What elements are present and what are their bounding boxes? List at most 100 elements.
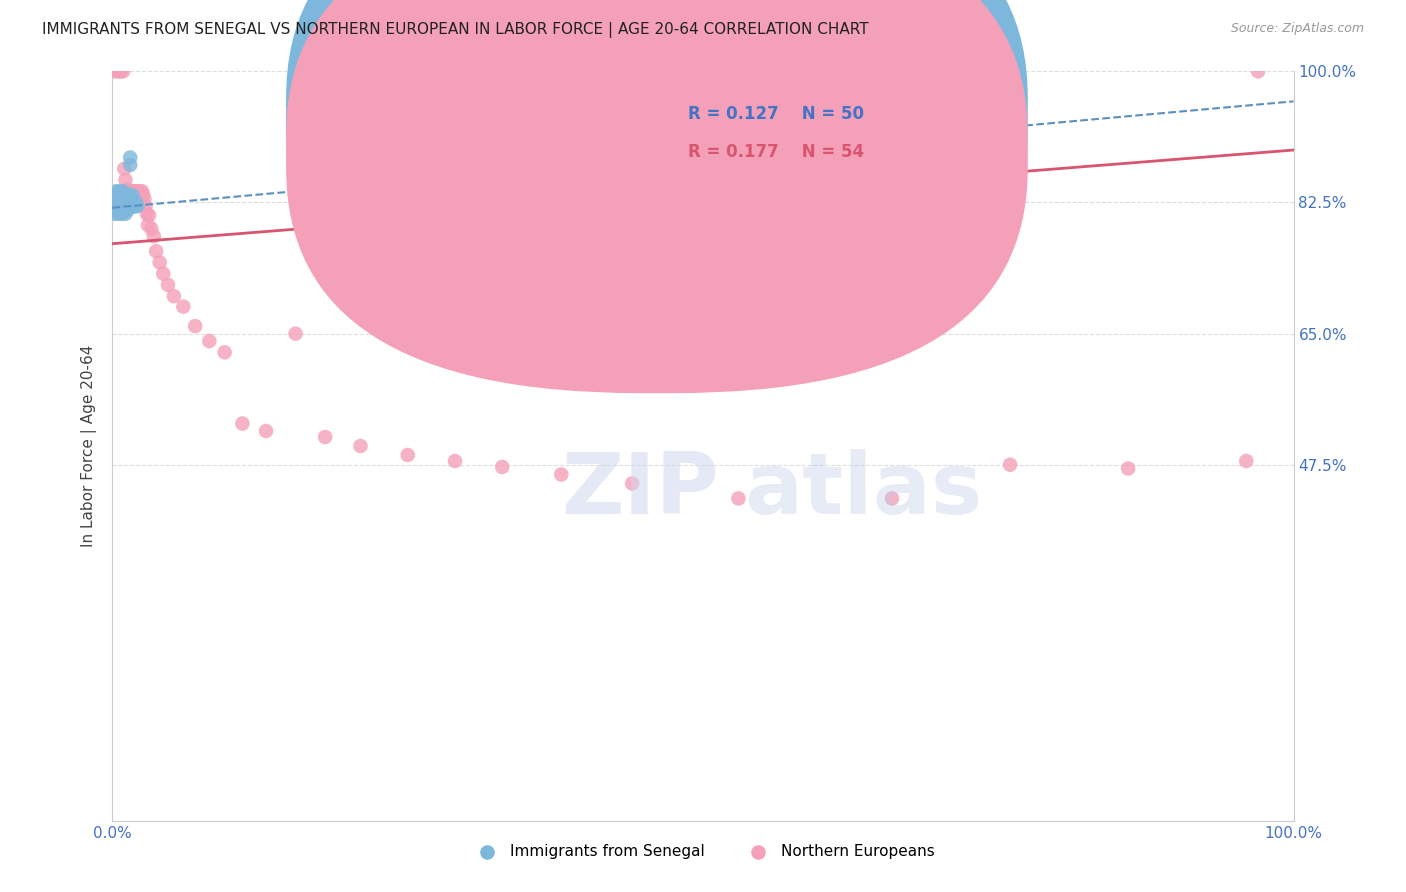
Point: [1234, 454, 1257, 468]
Point: [105, 188, 128, 202]
Point: [114, 188, 136, 202]
Point: [396, 448, 419, 462]
Point: [135, 199, 157, 213]
Point: [112, 195, 135, 210]
Point: [491, 460, 513, 475]
Point: [112, 199, 135, 213]
Point: [621, 476, 644, 491]
Point: [115, 199, 138, 213]
Text: ZIP: ZIP: [561, 450, 718, 533]
Point: [120, 158, 142, 172]
Point: [131, 184, 153, 198]
Point: [163, 289, 186, 303]
Point: [121, 199, 143, 213]
Point: [114, 173, 136, 187]
Point: [138, 208, 160, 222]
Point: [127, 199, 149, 213]
Point: [107, 188, 129, 202]
Point: [125, 184, 148, 198]
Point: [120, 199, 142, 213]
Y-axis label: In Labor Force | Age 20-64: In Labor Force | Age 20-64: [80, 345, 97, 547]
Point: [111, 207, 134, 221]
Point: [104, 192, 127, 206]
Point: [117, 188, 139, 202]
Point: [172, 300, 194, 314]
Point: [254, 424, 277, 438]
Point: [104, 64, 127, 78]
Point: [198, 334, 221, 348]
Text: atlas: atlas: [744, 450, 983, 533]
Point: [122, 199, 145, 213]
Point: [550, 467, 572, 482]
Point: [111, 195, 134, 210]
Point: [127, 188, 149, 202]
Text: R = 0.177    N = 54: R = 0.177 N = 54: [688, 143, 863, 161]
Point: [120, 192, 142, 206]
Point: [107, 195, 129, 210]
Point: [105, 195, 128, 210]
Point: [103, 199, 125, 213]
Point: [156, 277, 179, 292]
Point: [142, 229, 165, 244]
Point: [112, 188, 135, 202]
Point: [105, 192, 128, 206]
Point: [107, 64, 129, 78]
Point: [120, 192, 142, 206]
Text: R = 0.127    N = 50: R = 0.127 N = 50: [688, 105, 863, 123]
Text: Source: ZipAtlas.com: Source: ZipAtlas.com: [1230, 22, 1364, 36]
Text: IMMIGRANTS FROM SENEGAL VS NORTHERN EUROPEAN IN LABOR FORCE | AGE 20-64 CORRELAT: IMMIGRANTS FROM SENEGAL VS NORTHERN EURO…: [42, 22, 869, 38]
Point: [117, 184, 139, 198]
Point: [184, 319, 207, 334]
Point: [135, 207, 157, 221]
Point: [105, 199, 128, 213]
Point: [231, 417, 253, 431]
FancyBboxPatch shape: [285, 0, 1028, 393]
Point: [111, 188, 134, 202]
Point: [115, 192, 138, 206]
Point: [110, 188, 132, 202]
Point: [105, 184, 128, 198]
Point: [444, 454, 467, 468]
Point: [112, 184, 135, 198]
Point: [112, 199, 135, 213]
Point: [132, 188, 155, 202]
Point: [314, 430, 336, 444]
Point: [112, 202, 135, 217]
Point: [136, 218, 159, 232]
Point: [127, 184, 149, 198]
Point: [108, 199, 131, 213]
Point: [110, 199, 132, 213]
Point: [107, 207, 129, 221]
Legend: Immigrants from Senegal, Northern Europeans: Immigrants from Senegal, Northern Europe…: [465, 838, 941, 865]
Point: [105, 199, 128, 213]
Point: [124, 184, 146, 198]
FancyBboxPatch shape: [620, 87, 898, 180]
Point: [124, 199, 146, 213]
Point: [105, 202, 128, 217]
FancyBboxPatch shape: [285, 0, 1028, 356]
Point: [117, 202, 139, 217]
Point: [998, 458, 1021, 472]
Point: [117, 195, 139, 210]
Point: [129, 188, 152, 202]
Point: [149, 255, 172, 269]
Point: [122, 188, 145, 202]
Point: [120, 151, 142, 165]
Point: [284, 326, 307, 341]
Point: [120, 184, 142, 198]
Point: [114, 207, 136, 221]
Point: [134, 192, 156, 206]
Point: [110, 195, 132, 210]
Point: [1116, 461, 1139, 475]
Point: [118, 199, 141, 213]
Point: [1247, 64, 1270, 78]
Point: [152, 267, 174, 281]
Point: [214, 345, 236, 359]
Point: [121, 188, 143, 202]
Point: [121, 184, 143, 198]
Point: [141, 221, 163, 235]
Point: [120, 184, 142, 198]
Point: [112, 161, 135, 176]
Point: [125, 195, 148, 210]
Point: [118, 188, 141, 202]
